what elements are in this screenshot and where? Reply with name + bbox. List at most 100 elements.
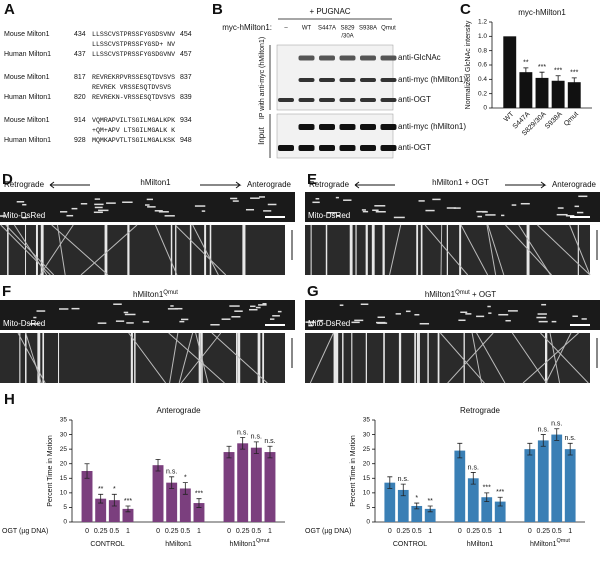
y-tick-label: 35 — [363, 417, 371, 424]
bar — [237, 443, 249, 522]
lane-label: – — [284, 26, 288, 32]
antibody-label: anti-OGT — [398, 95, 431, 104]
species: Mouse Milton1 — [4, 74, 50, 81]
moving-track — [80, 224, 138, 276]
significance: * — [415, 495, 418, 502]
error-bar — [98, 493, 104, 504]
consensus: LLSSCVSTPRSSFYGSD+ NV — [92, 41, 175, 48]
error-bar — [427, 505, 433, 513]
significance: n.s. — [551, 421, 562, 428]
significance: n.s. — [565, 435, 576, 442]
mito — [122, 201, 133, 203]
species: Mouse Milton1 — [4, 117, 50, 124]
y-axis-label: Normalized GlcNAc intensity — [465, 20, 472, 109]
mito — [154, 210, 163, 212]
bar — [384, 482, 396, 522]
significance: *** — [538, 64, 546, 71]
panel-label: A — [4, 1, 15, 18]
y-tick-label: 20 — [60, 460, 68, 467]
group-name: CONTROL — [393, 541, 427, 548]
error-bar — [84, 463, 90, 479]
mito — [229, 305, 240, 307]
error-bar — [196, 498, 202, 508]
lane-label: S447A — [318, 26, 336, 32]
x-tick-label: 0 — [227, 528, 231, 535]
band — [360, 55, 376, 61]
error-bar — [497, 496, 503, 507]
group-sup: Qmut — [557, 538, 571, 544]
bar — [467, 478, 479, 522]
moving-track — [211, 332, 268, 384]
group-name: hMilton1 — [230, 541, 257, 548]
mito — [124, 313, 136, 316]
y-tick-label: 25 — [363, 446, 371, 453]
mito — [106, 202, 116, 204]
mito — [29, 323, 40, 325]
y-tick-label: 5 — [63, 504, 67, 511]
mito — [231, 316, 241, 318]
mito — [377, 316, 385, 319]
kymograph-title: hMilton1Qmut — [133, 290, 178, 300]
mito — [71, 207, 78, 210]
error-bar — [567, 442, 573, 456]
y-tick-label: 35 — [60, 417, 68, 424]
bar — [223, 452, 235, 522]
mito — [393, 216, 405, 219]
y-tick-label: 10 — [363, 490, 371, 497]
y-tick-label: 0 — [366, 519, 370, 526]
group-label: hMilton1Qmut — [530, 538, 570, 547]
mito — [179, 320, 185, 323]
mito — [418, 200, 425, 202]
moving-track — [180, 332, 222, 384]
error-bar — [414, 502, 420, 510]
group-name: CONTROL — [90, 541, 124, 548]
sequence: REVREKN-VRSSESQTDVSVS — [92, 94, 175, 101]
significance: n.s. — [264, 438, 275, 445]
title-main: hMilton1 + OGT — [432, 178, 489, 187]
error-bar — [226, 445, 232, 459]
moving-track — [178, 332, 194, 384]
y-tick-label: 0.6 — [478, 62, 487, 69]
x-tick-label: 1 — [498, 528, 502, 535]
group-label: hMilton1Qmut — [230, 538, 270, 547]
bar — [519, 72, 533, 108]
significance: ** — [98, 486, 104, 493]
error-bar — [527, 442, 533, 456]
species: Human Milton1 — [4, 137, 51, 144]
y-tick-label: 0.4 — [478, 76, 487, 83]
moving-track — [25, 332, 42, 384]
x-tick-label: 0.25 — [236, 528, 250, 535]
mito — [22, 216, 27, 219]
moving-track — [389, 224, 402, 276]
direction-label: Anterograde — [552, 180, 597, 189]
mito — [336, 215, 341, 217]
mito — [578, 195, 588, 198]
x-tick-label: 1 — [197, 528, 201, 535]
mito — [432, 198, 441, 201]
kymograph — [0, 333, 285, 383]
antibody-label: anti-GlcNAc — [398, 53, 441, 62]
panel-label: D — [2, 171, 13, 188]
x-tick-label: S938A — [544, 111, 564, 131]
error-bar — [253, 441, 259, 454]
direction-label: Retrograde — [309, 180, 350, 189]
mito — [230, 197, 238, 200]
error-bar — [240, 437, 246, 450]
mito — [194, 205, 206, 207]
bar — [193, 503, 205, 522]
mito — [375, 211, 386, 213]
mito — [94, 206, 103, 209]
mito — [505, 319, 511, 322]
y-axis-label: Percent Time in Motion — [350, 435, 357, 507]
x-tick-label: 0.25 — [396, 528, 410, 535]
mito — [71, 307, 80, 310]
mito — [258, 304, 267, 306]
mito — [98, 209, 109, 212]
error-bar — [554, 428, 560, 441]
band — [319, 98, 335, 102]
mito — [317, 319, 324, 322]
error-bar — [155, 458, 161, 472]
moving-track — [174, 224, 227, 276]
y-tick-label: 0.8 — [478, 47, 487, 54]
mito — [315, 197, 320, 200]
